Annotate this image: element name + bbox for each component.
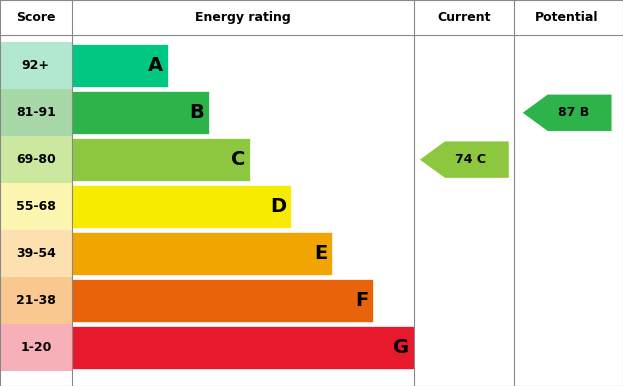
FancyBboxPatch shape <box>0 230 72 277</box>
Text: 21-38: 21-38 <box>16 294 56 307</box>
Text: B: B <box>189 103 204 122</box>
Text: Current: Current <box>437 11 491 24</box>
Text: D: D <box>270 197 286 216</box>
Bar <box>72 232 332 275</box>
FancyBboxPatch shape <box>0 277 72 324</box>
FancyBboxPatch shape <box>0 183 72 230</box>
Text: G: G <box>393 338 409 357</box>
Text: 39-54: 39-54 <box>16 247 56 260</box>
Text: C: C <box>231 150 245 169</box>
Text: 92+: 92+ <box>22 59 50 73</box>
Text: 69-80: 69-80 <box>16 153 55 166</box>
Bar <box>72 279 373 322</box>
Text: 74 C: 74 C <box>455 153 487 166</box>
FancyBboxPatch shape <box>0 324 72 371</box>
Text: F: F <box>355 291 368 310</box>
Text: A: A <box>148 56 163 75</box>
Text: Score: Score <box>16 11 55 24</box>
Text: 87 B: 87 B <box>558 106 589 119</box>
FancyBboxPatch shape <box>0 136 72 183</box>
Text: 81-91: 81-91 <box>16 106 56 119</box>
Polygon shape <box>419 141 510 178</box>
Bar <box>72 91 209 134</box>
Polygon shape <box>522 94 612 132</box>
Text: E: E <box>314 244 327 263</box>
Bar <box>72 44 168 88</box>
FancyBboxPatch shape <box>0 89 72 136</box>
Text: Energy rating: Energy rating <box>195 11 291 24</box>
Text: 55-68: 55-68 <box>16 200 56 213</box>
Bar <box>72 185 291 228</box>
Bar <box>72 325 414 369</box>
Text: Potential: Potential <box>535 11 599 24</box>
FancyBboxPatch shape <box>0 42 72 89</box>
Text: 1-20: 1-20 <box>20 340 52 354</box>
Bar <box>72 138 250 181</box>
